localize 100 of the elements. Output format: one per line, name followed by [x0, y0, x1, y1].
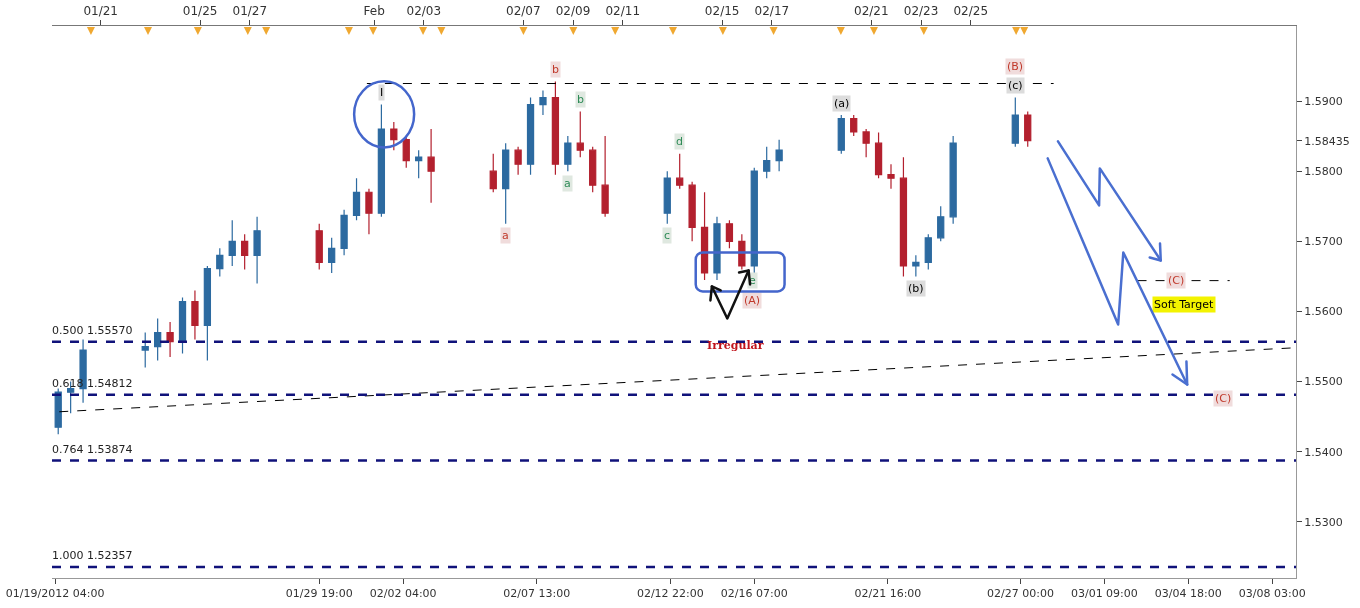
y-tick-label: 1.5600	[1304, 305, 1343, 319]
annotation: (b)	[908, 282, 924, 295]
annotation: a	[564, 177, 571, 190]
x2-tick-label: 02/09	[555, 4, 591, 19]
candlestick	[937, 205, 945, 242]
candlestick	[725, 219, 734, 249]
annotation: I	[380, 86, 384, 99]
candlestick	[688, 181, 696, 242]
annotation: (C)	[1215, 392, 1232, 405]
candlestick	[54, 388, 62, 435]
y-tick-label: 1.5900	[1304, 94, 1343, 108]
candlestick	[228, 219, 236, 267]
x2-tick-label: 02/23	[903, 4, 939, 19]
x-tick-label: 02/16 07:00	[720, 587, 788, 601]
candlestick	[539, 89, 547, 116]
candlestick	[191, 289, 199, 341]
x2-tick-label: 02/07	[505, 4, 541, 19]
candlestick	[850, 114, 858, 137]
candlestick	[862, 128, 870, 158]
candlestick	[402, 135, 410, 169]
y-tick-label: 1.5400	[1304, 445, 1343, 459]
candlestick	[489, 153, 497, 193]
ref-line-label: 1.000 1.52357	[52, 548, 133, 562]
candlestick	[713, 216, 721, 281]
x-tick-label: 01/19/2012 04:00	[5, 587, 105, 601]
x2-tick-label: 01/21	[83, 4, 118, 19]
series-label: Soft Target	[1154, 298, 1214, 311]
x2-tick-label: 02/11	[605, 4, 641, 19]
x2-tick-label: 02/17	[754, 4, 790, 19]
candlestick	[763, 146, 771, 179]
x2-tick-label: 02/03	[406, 4, 442, 19]
y-tick-label: 1.5500	[1304, 375, 1343, 389]
x2-tick-label: 02/15	[704, 4, 740, 19]
annotation: c	[664, 229, 671, 242]
x-tick-label: 02/21 16:00	[854, 587, 922, 601]
candlestick	[676, 153, 684, 190]
candlestick	[564, 135, 572, 172]
y-tick-label: 1.58435	[1304, 134, 1350, 148]
candlestick	[315, 223, 323, 270]
candlestick	[551, 80, 560, 176]
annotation: (c)	[1008, 79, 1023, 92]
candlestick	[949, 135, 957, 225]
candlestick	[377, 103, 386, 218]
annotation: d	[676, 135, 683, 148]
x-tick-label: 02/12 22:00	[636, 587, 704, 601]
y-tick-label: 1.5800	[1304, 165, 1343, 179]
x2-tick-label: 02/25	[953, 4, 989, 19]
candlestick	[178, 296, 187, 355]
candlestick	[203, 265, 212, 362]
candlestick	[576, 110, 584, 158]
x-tick-label: 03/01 09:00	[1070, 587, 1138, 601]
annotation: (C)	[1168, 274, 1185, 287]
y-tick-label: 1.5700	[1304, 235, 1343, 249]
candlestick	[365, 188, 373, 235]
x-tick-label: 02/27 00:00	[987, 587, 1054, 601]
candlestick	[663, 170, 671, 225]
annotation: b	[577, 93, 584, 106]
candlestick	[390, 121, 398, 151]
ref-line-label: 0.764 1.53874	[52, 442, 133, 456]
candlestick	[775, 139, 783, 172]
x2-tick-label: 01/27	[232, 4, 268, 19]
candlestick	[328, 237, 336, 274]
y-tick-label: 1.5300	[1304, 515, 1343, 529]
annotation: b	[552, 63, 559, 76]
candlestick	[141, 331, 149, 369]
candlestick	[700, 191, 709, 281]
candlestick	[241, 233, 249, 270]
candlestick	[415, 149, 423, 179]
annotation: (B)	[1007, 60, 1024, 73]
candlestick	[216, 247, 224, 277]
candlestick	[526, 96, 535, 176]
candlestick	[1024, 110, 1032, 148]
candlestick	[154, 317, 162, 362]
x2-tick-label: 02/21	[854, 4, 889, 19]
x-tick-label: 01/29 19:00	[285, 587, 353, 601]
x-tick-label: 03/08 03:00	[1238, 587, 1306, 601]
candlestick	[502, 142, 510, 225]
candlestick	[1011, 96, 1019, 148]
candlestick	[601, 135, 609, 218]
annotation: (A)	[744, 294, 761, 307]
x-tick-label: 02/02 04:00	[369, 587, 437, 601]
candlestick	[427, 128, 435, 204]
candlestick	[589, 146, 597, 193]
candlestick	[514, 146, 522, 176]
annotation: Irregular	[707, 339, 764, 352]
candlestick	[887, 163, 895, 190]
annotation: a	[502, 229, 509, 242]
candlestick	[899, 156, 908, 277]
candlestick	[166, 321, 174, 358]
candlestick	[837, 114, 845, 155]
candlestick	[874, 132, 883, 179]
annotation: (a)	[834, 97, 850, 110]
ref-line-label: 0.500 1.55570	[52, 323, 133, 337]
candlestick	[340, 209, 348, 256]
candlestick	[352, 177, 361, 221]
x2-tick-label: Feb	[363, 4, 385, 19]
x-tick-label: 02/07 13:00	[503, 587, 571, 601]
candlestick	[253, 216, 261, 285]
x-tick-label: 03/04 18:00	[1154, 587, 1222, 601]
candlestick	[912, 254, 920, 277]
